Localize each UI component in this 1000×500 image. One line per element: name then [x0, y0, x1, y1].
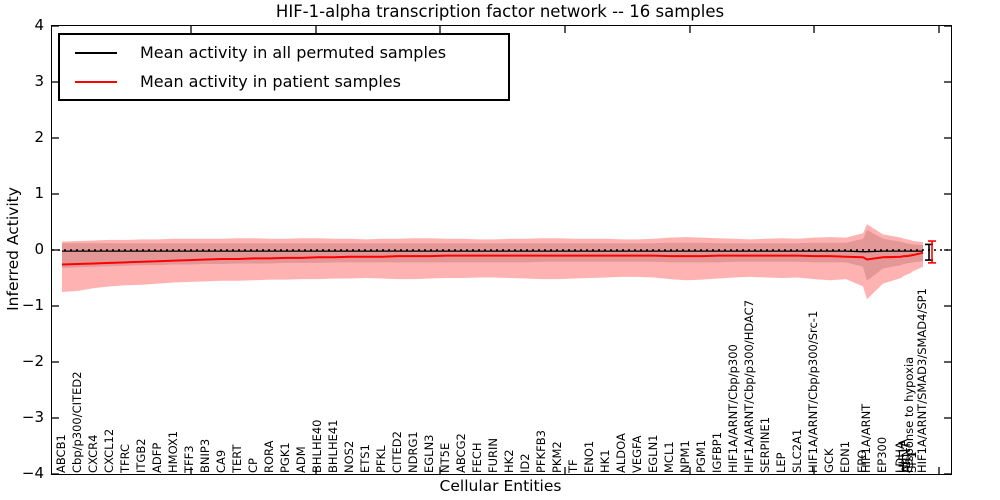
- x-tick-label: ENO1: [582, 440, 596, 473]
- legend-label-patient: Mean activity in patient samples: [140, 72, 401, 91]
- x-tick-label: NDRG1: [406, 431, 420, 473]
- x-tick-label: TERT: [230, 444, 244, 473]
- x-tick-label: SERPINE1: [758, 416, 772, 473]
- x-tick-label: ITGB2: [134, 438, 148, 473]
- legend: Mean activity in all permuted samples Me…: [58, 33, 510, 101]
- x-tick-label: CXCL12: [102, 428, 116, 473]
- y-tick-label: 4: [34, 16, 44, 34]
- x-tick-label: EGLN1: [646, 434, 660, 473]
- x-tick-label: ETS1: [358, 444, 372, 473]
- x-tick-label: ID2: [518, 453, 532, 473]
- x-tick-label: HMOX1: [166, 430, 180, 473]
- y-tick-label: 3: [34, 72, 44, 90]
- x-tick-label: ADM: [294, 446, 308, 473]
- x-tick-label: PGK1: [278, 442, 292, 473]
- y-tick-label: 2: [34, 128, 44, 146]
- y-tick-label: −2: [21, 352, 44, 370]
- x-tick-label: HIF1A/ARNT/Cbp/p300/Src-1: [806, 310, 820, 473]
- x-tick-label: PFKL: [374, 445, 388, 474]
- x-tick-label: PFKFB3: [534, 430, 548, 473]
- x-tick-label: HIF1A/ARNT/SMAD3/SMAD4/SP1: [915, 288, 929, 473]
- x-tick-label: ABCG2: [454, 433, 468, 473]
- x-tick-label: IGFBP1: [710, 431, 724, 473]
- chart-canvas: [52, 26, 951, 474]
- x-axis-title: Cellular Entities: [439, 477, 562, 495]
- x-tick-label: LEP: [774, 452, 788, 473]
- x-tick-label: CA9: [214, 449, 228, 473]
- x-tick-label: NOS2: [342, 440, 356, 473]
- x-tick-label: Cbp/p300/CITED2: [70, 371, 84, 473]
- x-tick-label: HIF1A/ARNT/Cbp/p300/HDAC7: [742, 299, 756, 473]
- x-tick-label: MCL1: [662, 441, 676, 473]
- x-tick-label: HIF1A/ARNT/Cbp/p300: [726, 344, 740, 473]
- x-tick-label: TFF3: [182, 445, 196, 473]
- x-tick-label: FURIN: [486, 437, 500, 473]
- x-tick-label: TFRC: [118, 443, 132, 473]
- y-tick-label: −3: [21, 408, 44, 426]
- x-tick-label: ADFP: [150, 442, 164, 473]
- x-tick-label: CP: [246, 458, 260, 473]
- x-tick-label: HIF1A/ARNT: [859, 403, 873, 473]
- x-tick-label: NPM1: [678, 440, 692, 473]
- legend-line-swatch-permuted: [75, 51, 117, 54]
- x-tick-label: ABCB1: [54, 434, 68, 473]
- x-tick-label: BNIP3: [198, 438, 212, 473]
- x-tick-label: GCK: [822, 448, 836, 473]
- legend-label-permuted: Mean activity in all permuted samples: [140, 43, 447, 62]
- x-tick-label: HK1: [598, 449, 612, 473]
- x-tick-label: ALDOA: [614, 433, 628, 473]
- x-tick-label: RORA: [262, 440, 276, 473]
- plot-area: Mean activity in all permuted samples Me…: [51, 25, 952, 475]
- x-tick-label: EGLN3: [422, 434, 436, 473]
- x-tick-label: CXCR4: [86, 434, 100, 473]
- chart-title: HIF-1-alpha transcription factor network…: [275, 2, 725, 21]
- x-tick-label: BHLHE41: [326, 419, 340, 474]
- x-tick-label: PKM2: [550, 441, 564, 473]
- x-tick-label: EDN1: [838, 440, 852, 473]
- x-tick-label: BHLHE40: [310, 419, 324, 474]
- y-tick-label: 1: [34, 184, 44, 202]
- x-tick-label: TF: [566, 459, 580, 473]
- x-tick-label: EP300: [875, 436, 889, 473]
- legend-line-swatch-patient: [75, 80, 117, 83]
- x-tick-label: NT5E: [438, 442, 452, 473]
- legend-entry-patient: Mean activity in patient samples: [60, 67, 508, 96]
- x-tick-label: CITED2: [390, 431, 404, 473]
- x-tick-label: SLC2A1: [790, 428, 804, 473]
- y-tick-label: −4: [21, 464, 44, 482]
- y-tick-label: 0: [34, 240, 44, 258]
- legend-entry-permuted: Mean activity in all permuted samples: [60, 38, 508, 67]
- x-tick-label: PGM1: [694, 439, 708, 473]
- x-tick-label: FECH: [470, 442, 484, 473]
- y-tick-label: −1: [21, 296, 44, 314]
- x-tick-label: HK2: [502, 449, 516, 473]
- x-tick-label: VEGFA: [630, 435, 644, 473]
